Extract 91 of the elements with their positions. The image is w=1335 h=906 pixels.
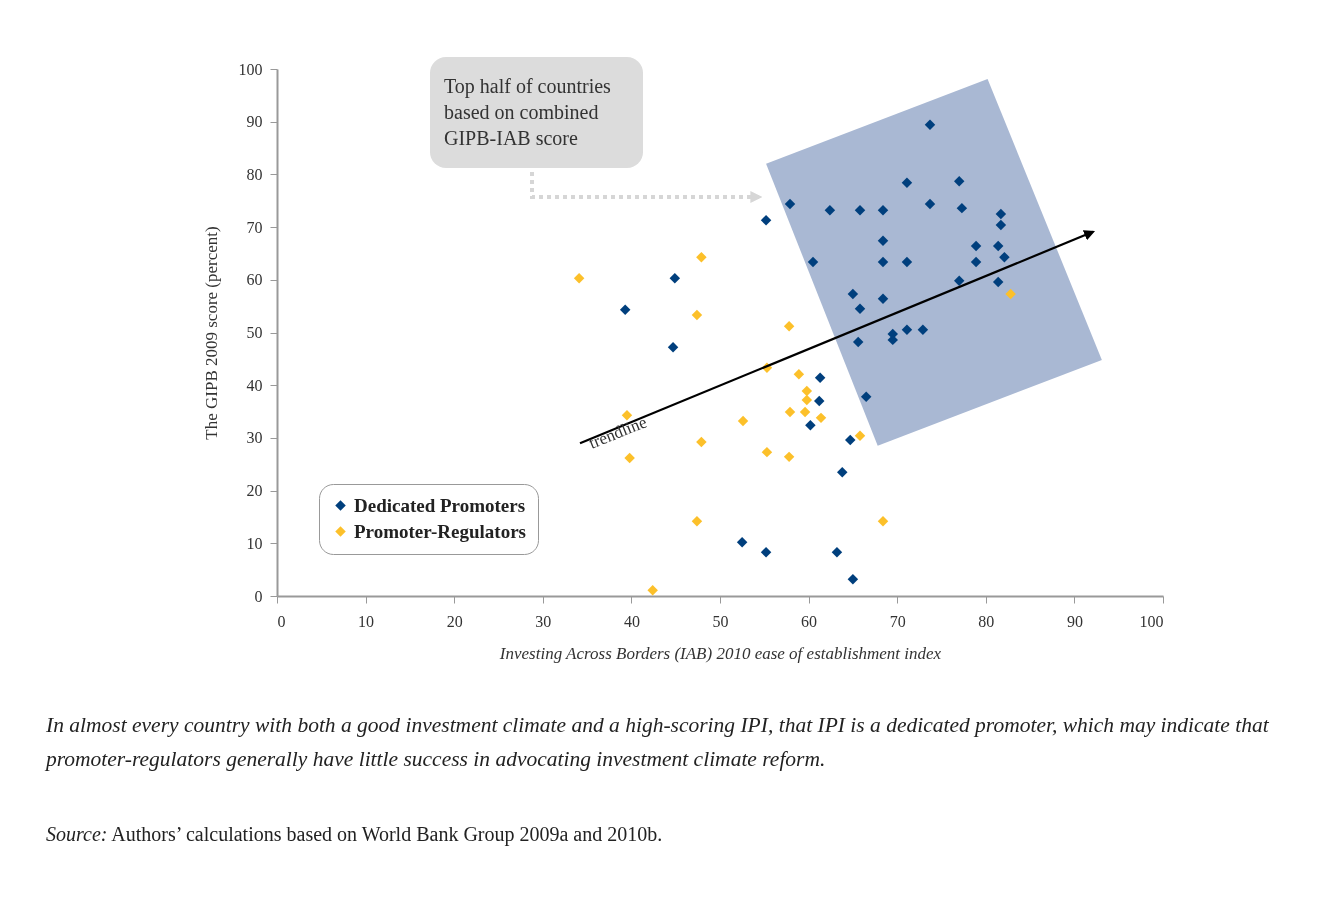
point bbox=[956, 202, 968, 214]
point bbox=[784, 198, 796, 210]
legend-label: Promoter-Regulators bbox=[354, 520, 526, 542]
point bbox=[621, 410, 633, 421]
point bbox=[877, 293, 889, 305]
x-tick-label: 90 bbox=[1066, 612, 1083, 630]
point bbox=[691, 515, 703, 527]
point bbox=[669, 272, 681, 284]
point bbox=[619, 304, 631, 316]
point bbox=[736, 537, 748, 548]
y-tick-label: 70 bbox=[246, 218, 263, 236]
point bbox=[624, 452, 635, 464]
point bbox=[784, 406, 796, 418]
point bbox=[801, 385, 813, 397]
point bbox=[877, 515, 889, 527]
point bbox=[737, 415, 749, 427]
point bbox=[801, 394, 813, 406]
point bbox=[814, 372, 826, 384]
point bbox=[813, 395, 825, 407]
point bbox=[837, 466, 848, 478]
point bbox=[824, 204, 836, 216]
point bbox=[696, 436, 707, 448]
point bbox=[799, 406, 811, 418]
point bbox=[877, 204, 889, 216]
point bbox=[992, 240, 1004, 252]
point bbox=[807, 256, 819, 268]
point bbox=[901, 256, 913, 268]
y-tick-label: 50 bbox=[246, 324, 263, 341]
point bbox=[924, 119, 936, 131]
point bbox=[831, 547, 843, 558]
y-tick-label: 60 bbox=[246, 271, 263, 289]
point bbox=[847, 288, 859, 300]
point bbox=[852, 336, 864, 348]
x-tick-label: 70 bbox=[889, 612, 906, 630]
point bbox=[992, 276, 1004, 288]
point bbox=[970, 240, 982, 252]
point bbox=[760, 547, 772, 558]
legend-label: Dedicated Promoters bbox=[354, 494, 526, 516]
point bbox=[901, 324, 913, 336]
point bbox=[647, 584, 658, 596]
text: In almost every country with both a good investment climate and a high-scoring IPI, that IPI is a dedicated promoter, which may indicate that promoter-regulators generally have little success in advocating investment climate reform. bbox=[46, 712, 1270, 773]
point bbox=[783, 320, 795, 332]
point bbox=[696, 251, 707, 263]
point bbox=[691, 309, 703, 321]
point bbox=[573, 272, 585, 284]
y-tick-label: 80 bbox=[246, 165, 263, 183]
y-tick-label: 0 bbox=[254, 587, 263, 605]
point bbox=[970, 256, 982, 268]
point bbox=[854, 303, 866, 315]
y-tick-label: 30 bbox=[246, 429, 263, 447]
point bbox=[805, 420, 816, 431]
point bbox=[995, 208, 1007, 220]
point bbox=[995, 219, 1007, 231]
point bbox=[877, 256, 889, 268]
point bbox=[815, 412, 827, 424]
point bbox=[667, 342, 679, 353]
x-tick-label: 30 bbox=[535, 612, 552, 630]
point bbox=[854, 430, 866, 442]
x-tick-label: 40 bbox=[623, 612, 640, 630]
annotation: Top half of countries based on combined GIPB-IAB score bbox=[430, 57, 643, 168]
x-tick-label: 20 bbox=[446, 612, 463, 630]
x-tick-label: 60 bbox=[801, 612, 818, 630]
x-tick-label: 10 bbox=[358, 612, 375, 630]
point bbox=[793, 368, 805, 380]
x-tick-label: 100 bbox=[1139, 612, 1164, 630]
point bbox=[953, 275, 965, 287]
x-tick-label: 80 bbox=[978, 612, 995, 630]
point bbox=[924, 198, 936, 210]
point bbox=[860, 391, 872, 403]
point bbox=[901, 177, 913, 189]
y-axis-title: The GIPB 2009 score (percent) bbox=[201, 226, 221, 440]
source-note: Source: Authors’ calculations based on World Bank Group 2009a and 2010b. bbox=[46, 823, 664, 846]
point bbox=[845, 434, 856, 446]
point bbox=[760, 215, 772, 226]
point bbox=[1005, 288, 1016, 300]
x-axis-title: Investing Across Borders (IAB) 2010 ease of establishment index bbox=[498, 643, 942, 663]
point bbox=[761, 446, 773, 458]
point bbox=[999, 251, 1010, 263]
x-tick-label: 0 bbox=[277, 612, 286, 630]
y-tick-label: 90 bbox=[246, 113, 263, 131]
point bbox=[953, 176, 965, 187]
point bbox=[877, 235, 889, 247]
x-tick-label: 50 bbox=[712, 612, 729, 630]
y-tick-label: 100 bbox=[238, 60, 263, 78]
y-tick-label: 40 bbox=[246, 376, 263, 394]
point bbox=[847, 573, 859, 585]
y-tick-label: 10 bbox=[246, 534, 263, 552]
point bbox=[854, 204, 866, 216]
point bbox=[783, 451, 795, 463]
point bbox=[917, 324, 929, 336]
y-tick-label: 20 bbox=[246, 482, 263, 500]
